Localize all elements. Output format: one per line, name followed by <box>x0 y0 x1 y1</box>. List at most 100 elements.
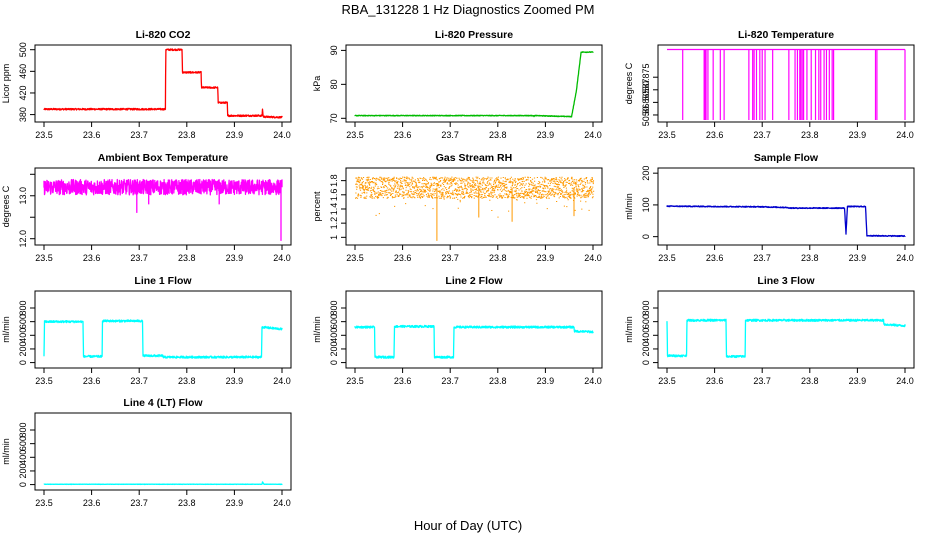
y-tick-label: 380 <box>18 107 28 122</box>
y-tick-label: 1.4 <box>329 203 339 216</box>
x-tick-label: 23.9 <box>226 130 244 140</box>
x-tick-label: 23.9 <box>226 498 244 508</box>
x-tick-label: 23.7 <box>753 130 771 140</box>
x-tick-label: 23.5 <box>35 253 53 263</box>
x-tick-label: 24.0 <box>273 130 291 140</box>
plot-frame <box>34 44 292 123</box>
y-axis-label: Licor ppm <box>1 64 11 104</box>
x-tick-label: 23.7 <box>441 130 459 140</box>
x-tick-label: 23.6 <box>83 253 101 263</box>
y-tick-label: 200 <box>329 341 339 356</box>
x-tick-label: 23.6 <box>83 130 101 140</box>
y-axis-label: degrees C <box>624 62 634 104</box>
y-axis-label: degrees C <box>1 185 11 227</box>
x-tick-label: 24.0 <box>584 376 602 386</box>
x-tick-label: 23.8 <box>178 253 196 263</box>
y-tick-label: 800 <box>18 300 28 315</box>
y-tick-label: 400 <box>329 328 339 343</box>
x-tick-label: 23.8 <box>801 376 819 386</box>
y-tick-label: 800 <box>641 300 651 315</box>
x-tick-label: 23.9 <box>849 253 867 263</box>
x-tick-label: 24.0 <box>584 130 602 140</box>
y-tick-label: 12.0 <box>18 230 28 248</box>
x-tick-label: 23.8 <box>489 376 507 386</box>
y-tick-label: 0 <box>641 360 651 365</box>
plot-frame <box>345 167 603 246</box>
chart-title: Sample Flow <box>754 152 819 164</box>
chart-panel-7: Line 1 Flow ml/min 23.5 23.6 23.7 23.8 23.9 24.… <box>1 275 292 386</box>
chart-panel-2: Li-820 Pressure kPa 23.5 23.6 23.7 23.8 23.9 24… <box>312 29 603 140</box>
chart-panel-8: Line 2 Flow ml/min 23.5 23.6 23.7 23.8 23.9 24.… <box>312 275 603 386</box>
y-tick-label: 800 <box>18 422 28 437</box>
y-tick-label: 1.2 <box>329 217 339 230</box>
x-tick-label: 23.7 <box>130 376 148 386</box>
x-tick-label: 23.8 <box>801 130 819 140</box>
y-tick-label: 70 <box>329 113 339 123</box>
y-tick-label: 600 <box>641 314 651 329</box>
x-tick-label: 23.6 <box>83 498 101 508</box>
y-tick-label: 600 <box>18 314 28 329</box>
y-axis-label: percent <box>312 191 322 222</box>
y-tick-label: 50.875 <box>641 63 651 91</box>
y-tick-label: 50.865 <box>641 89 651 117</box>
y-axis-label: ml/min <box>624 316 634 343</box>
x-tick-label: 24.0 <box>273 376 291 386</box>
y-tick-label: 200 <box>18 463 28 478</box>
y-tick-label: 0 <box>18 360 28 365</box>
y-tick-label: 1.8 <box>329 174 339 187</box>
x-tick-label: 23.5 <box>346 130 364 140</box>
chart-title: Li-820 CO2 <box>136 29 191 41</box>
x-tick-label: 23.8 <box>178 130 196 140</box>
y-tick-label: 1.6 <box>329 189 339 202</box>
x-tick-label: 23.7 <box>130 253 148 263</box>
plot-frame <box>34 412 292 491</box>
y-tick-label: 80 <box>329 79 339 89</box>
y-tick-label: 420 <box>18 85 28 100</box>
y-tick-label: 600 <box>329 314 339 329</box>
plot-frame <box>34 290 292 369</box>
chart-panel-10: Line 4 (LT) Flow ml/min 23.5 23.6 23.7 23.8 23… <box>1 397 292 508</box>
y-axis-label: kPa <box>312 76 322 92</box>
y-tick-label: 200 <box>641 341 651 356</box>
chart-title: Gas Stream RH <box>436 152 512 164</box>
series-points <box>355 176 595 241</box>
chart-panel-9: Line 3 Flow ml/min 23.5 23.6 23.7 23.8 23.9 24.… <box>624 275 915 386</box>
y-tick-label: 800 <box>329 300 339 315</box>
x-tick-label: 23.6 <box>706 376 724 386</box>
chart-title: Line 1 Flow <box>134 275 192 287</box>
series-line <box>354 51 594 118</box>
x-tick-label: 23.8 <box>489 130 507 140</box>
chart-panel-6: Sample Flow ml/min 23.5 23.6 23.7 23.8 23.9 24.… <box>624 152 915 263</box>
y-axis-label: ml/min <box>624 193 634 220</box>
x-tick-label: 23.5 <box>658 130 676 140</box>
x-tick-label: 23.6 <box>706 130 724 140</box>
y-tick-label: 400 <box>641 328 651 343</box>
y-tick-label: 50.87 <box>641 79 651 102</box>
y-tick-label: 500 <box>18 42 28 57</box>
plot-frame <box>657 290 915 369</box>
x-tick-label: 23.7 <box>441 253 459 263</box>
x-tick-label: 23.7 <box>753 253 771 263</box>
x-tick-label: 23.7 <box>130 498 148 508</box>
x-axis-title: Hour of Day (UTC) <box>413 518 523 533</box>
x-tick-label: 23.5 <box>658 253 676 263</box>
series-line <box>43 48 283 119</box>
chart-panel-1: Li-820 CO2 Licor ppm 23.5 23.6 23.7 23.8 23.9 2… <box>1 29 292 140</box>
y-tick-label: 200 <box>18 341 28 356</box>
x-tick-label: 23.6 <box>394 376 412 386</box>
x-tick-label: 23.6 <box>83 376 101 386</box>
y-tick-label: 50.86 <box>641 104 651 127</box>
x-tick-label: 23.5 <box>658 376 676 386</box>
y-tick-label: 0 <box>641 234 651 239</box>
x-tick-label: 23.9 <box>849 376 867 386</box>
plot-frame <box>657 44 915 123</box>
x-tick-label: 23.9 <box>226 253 244 263</box>
series-line <box>43 319 283 359</box>
x-tick-label: 24.0 <box>273 498 291 508</box>
x-tick-label: 23.5 <box>346 253 364 263</box>
y-tick-label: 13.0 <box>18 187 28 205</box>
chart-panel-4: Ambient Box Temperature degrees C 23.5 23.6… <box>1 152 292 263</box>
y-axis-label: ml/min <box>1 316 11 343</box>
series-line <box>666 205 906 238</box>
y-tick-label: 400 <box>18 450 28 465</box>
